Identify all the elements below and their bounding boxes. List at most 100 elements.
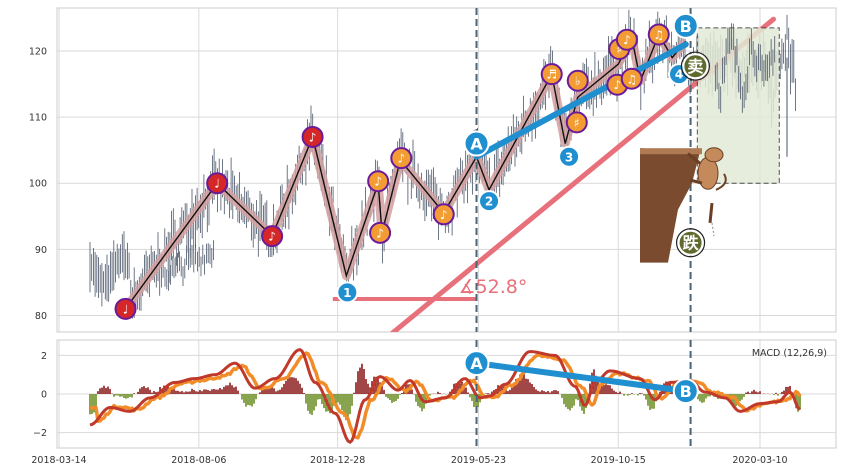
y-tick-label: 90 — [35, 245, 47, 256]
macd-hist-bar — [429, 394, 431, 396]
marker-bear: ♪ — [617, 30, 637, 50]
macd-hist-bar — [337, 394, 339, 402]
macd-hist-bar — [213, 389, 215, 394]
macd-hist-bar — [109, 389, 111, 394]
macd-hist-bar — [703, 394, 705, 402]
macd-hist-bar — [189, 391, 191, 394]
macd-hist-bar — [125, 394, 127, 399]
marker-symbol: ♫ — [653, 28, 664, 42]
macd-hist-bar — [629, 394, 631, 395]
macd-hist-bar — [249, 394, 251, 405]
macd-hist-bar — [509, 390, 511, 394]
macd-hist-bar — [195, 391, 197, 394]
macd-hist-bar — [705, 394, 707, 399]
macd-hist-bar — [603, 385, 605, 394]
macd-hist-bar — [233, 387, 235, 394]
macd-hist-bar — [281, 387, 283, 394]
macd-hist-bar — [339, 394, 341, 405]
macd-hist-bar — [115, 394, 117, 395]
macd-hist-bar — [545, 392, 547, 394]
marker-symbol: ♪ — [613, 78, 621, 92]
macd-hist-bar — [355, 382, 357, 394]
macd-hist-bar — [393, 394, 395, 402]
macd-hist-bar — [295, 378, 297, 394]
macd-hist-bar — [783, 391, 785, 394]
macd-hist-bar — [533, 387, 535, 394]
macd-hist-bar — [191, 389, 193, 394]
marker-symbol: 3 — [565, 150, 573, 164]
marker-bull: ♪ — [303, 127, 323, 147]
macd-hist-bar — [285, 381, 287, 394]
macd-hist-bar — [471, 394, 473, 401]
macd-hist-bar — [143, 386, 145, 394]
marker-symbol: 1 — [343, 286, 351, 300]
macd-hist-bar — [527, 379, 529, 394]
macd-hist-bar — [707, 394, 709, 397]
macd-hist-bar — [307, 394, 309, 411]
macd-hist-bar — [225, 385, 227, 394]
macd-hist-bar — [617, 393, 619, 394]
macd-hist-bar — [653, 394, 655, 409]
macd-hist-bar — [231, 385, 233, 394]
macd-hist-bar — [415, 394, 417, 402]
x-tick-label: 2019-05-23 — [451, 455, 506, 466]
macd-hist-bar — [413, 394, 415, 395]
macd-hist-bar — [535, 389, 537, 394]
macd-hist-bar — [743, 394, 745, 397]
macd-hist-bar — [551, 391, 553, 394]
marker-symbol: ♭ — [575, 74, 581, 88]
macd-hist-bar — [561, 394, 563, 398]
macd-hist-bar — [777, 394, 779, 396]
macd-hist-bar — [255, 394, 257, 399]
marker-bull: ♩ — [207, 173, 227, 193]
macd-hist-bar — [469, 394, 471, 397]
dog-leg — [710, 203, 712, 223]
macd-hist-bar — [317, 394, 319, 400]
macd-hist-bar — [439, 393, 441, 394]
cliff-top — [640, 148, 702, 154]
macd-hist-bar — [353, 393, 355, 394]
macd-hist-bar — [247, 394, 249, 405]
macd-hist-bar — [645, 394, 647, 400]
macd-hist-bar — [113, 394, 115, 397]
macd-hist-bar — [243, 394, 245, 403]
macd-hist-bar — [313, 394, 315, 410]
macd-hist-bar — [203, 389, 205, 394]
macd-hist-bar — [615, 392, 617, 394]
macd-hist-bar — [341, 394, 343, 410]
macd-hist-bar — [751, 391, 753, 394]
macd-hist-bar — [149, 390, 151, 394]
marker-symbol: ♪ — [309, 130, 317, 144]
macd-hist-bar — [303, 393, 305, 394]
x-tick-label: 2018-08-06 — [171, 455, 226, 466]
marker-symbol: ♯ — [574, 116, 580, 130]
y-tick-label: 120 — [29, 46, 47, 57]
macd-hist-bar — [263, 390, 265, 394]
macd-hist-bar — [133, 393, 135, 394]
marker-num: 3 — [559, 147, 579, 167]
macd-hist-bar — [753, 390, 755, 394]
macd-hist-bar — [315, 394, 317, 406]
macd-tick-label: −2 — [33, 428, 47, 439]
macd-hist-bar — [739, 394, 741, 401]
marker-num: A — [465, 351, 489, 375]
macd-hist-bar — [567, 394, 569, 409]
marker-symbol: 2 — [485, 195, 493, 209]
marker-symbol: 跌 — [683, 234, 700, 253]
macd-hist-bar — [397, 394, 399, 399]
macd-hist-bar — [273, 388, 275, 394]
marker-bull: ♪ — [262, 226, 282, 246]
macd-label: MACD (12,26,9) — [752, 348, 827, 359]
marker-bear: ♪ — [370, 223, 390, 243]
macd-hist-bar — [385, 394, 387, 397]
macd-hist-bar — [291, 377, 293, 394]
macd-hist-bar — [701, 394, 703, 403]
macd-hist-bar — [391, 394, 393, 403]
macd-hist-bar — [107, 387, 109, 394]
macd-hist-bar — [759, 391, 761, 394]
macd-hist-bar — [573, 394, 575, 406]
macd-hist-bar — [199, 390, 201, 394]
macd-hist-bar — [349, 394, 351, 414]
macd-hist-bar — [177, 391, 179, 394]
